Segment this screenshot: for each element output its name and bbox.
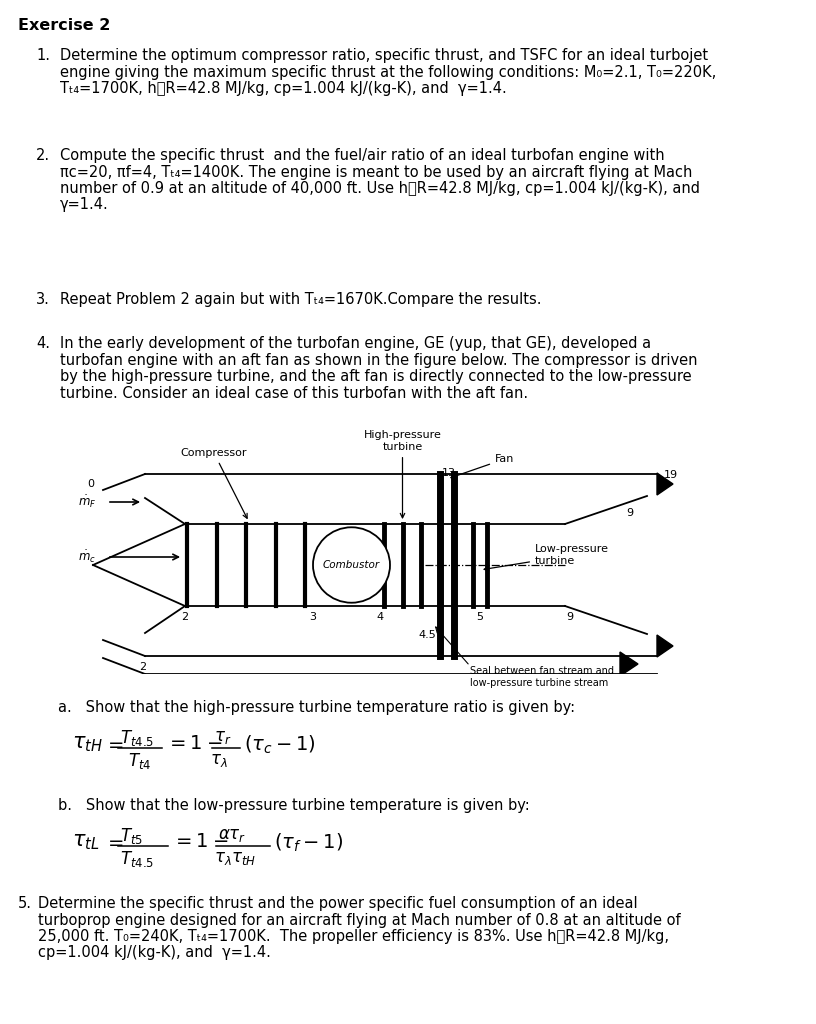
- Text: 4: 4: [376, 612, 384, 622]
- Text: turbofan engine with an aft fan as shown in the figure below. The compressor is : turbofan engine with an aft fan as shown…: [60, 352, 698, 368]
- Text: $=$: $=$: [104, 831, 124, 851]
- Text: $= 1 -$: $= 1 -$: [166, 734, 223, 753]
- Text: $\tau_\lambda\tau_{tH}$: $\tau_\lambda\tau_{tH}$: [214, 849, 256, 867]
- Polygon shape: [620, 652, 638, 676]
- Text: $\dot{m}_F$: $\dot{m}_F$: [78, 494, 96, 510]
- Text: $(\tau_c - 1)$: $(\tau_c - 1)$: [244, 734, 316, 757]
- Text: 2.: 2.: [36, 148, 50, 163]
- Ellipse shape: [313, 527, 390, 603]
- Text: 4.: 4.: [36, 336, 50, 351]
- Text: low-pressure turbine stream: low-pressure turbine stream: [470, 678, 608, 688]
- Polygon shape: [657, 635, 673, 657]
- Text: Determine the specific thrust and the power specific fuel consumption of an idea: Determine the specific thrust and the po…: [38, 896, 637, 911]
- Text: $\dot{m}_c$: $\dot{m}_c$: [78, 549, 96, 565]
- Text: 3: 3: [309, 612, 317, 622]
- Text: 3.: 3.: [36, 292, 50, 307]
- Text: 9: 9: [566, 612, 574, 622]
- Text: πc=20, πf=4, Tₜ₄=1400K. The engine is meant to be used by an aircraft flying at : πc=20, πf=4, Tₜ₄=1400K. The engine is me…: [60, 165, 692, 179]
- Text: turbine. Consider an ideal case of this turbofan with the aft fan.: turbine. Consider an ideal case of this …: [60, 385, 528, 400]
- Text: engine giving the maximum specific thrust at the following conditions: M₀=2.1, T: engine giving the maximum specific thrus…: [60, 65, 716, 80]
- Text: In the early development of the turbofan engine, GE (yup, that GE), developed a: In the early development of the turbofan…: [60, 336, 651, 351]
- Text: High-pressure
turbine: High-pressure turbine: [364, 430, 441, 518]
- Text: $= 1 -$: $= 1 -$: [172, 831, 228, 851]
- Text: 13: 13: [442, 468, 456, 478]
- Text: Compressor: Compressor: [181, 449, 247, 518]
- Text: 1.: 1.: [36, 48, 50, 63]
- Text: number of 0.9 at an altitude of 40,000 ft. Use h₝R=42.8 MJ/kg, cp=1.004 kJ/(kg-K: number of 0.9 at an altitude of 40,000 f…: [60, 181, 700, 196]
- Text: 2: 2: [181, 612, 188, 622]
- Text: cp=1.004 kJ/(kg-K), and  γ=1.4.: cp=1.004 kJ/(kg-K), and γ=1.4.: [38, 945, 271, 961]
- Text: Low-pressure
turbine: Low-pressure turbine: [484, 544, 609, 570]
- Text: 19: 19: [664, 470, 678, 480]
- Text: $\alpha\tau_r$: $\alpha\tau_r$: [218, 826, 246, 844]
- Text: a.   Show that the high-pressure turbine temperature ratio is given by:: a. Show that the high-pressure turbine t…: [58, 700, 575, 715]
- Text: by the high-pressure turbine, and the aft fan is directly connected to the low-p: by the high-pressure turbine, and the af…: [60, 369, 692, 384]
- Text: 5: 5: [477, 612, 484, 622]
- Text: Seal between fan stream and: Seal between fan stream and: [470, 666, 614, 676]
- Text: 25,000 ft. T₀=240K, Tₜ₄=1700K.  The propeller efficiency is 83%. Use h₝R=42.8 MJ: 25,000 ft. T₀=240K, Tₜ₄=1700K. The prope…: [38, 929, 669, 944]
- Text: 4.5: 4.5: [418, 630, 436, 640]
- Text: b.   Show that the low-pressure turbine temperature is given by:: b. Show that the low-pressure turbine te…: [58, 798, 530, 813]
- Text: $\tau_r$: $\tau_r$: [214, 728, 232, 746]
- Text: $T_{t4.5}$: $T_{t4.5}$: [120, 849, 154, 869]
- Text: 9: 9: [627, 508, 633, 518]
- Text: $T_{t4}$: $T_{t4}$: [128, 751, 152, 771]
- Text: $=$: $=$: [104, 734, 124, 753]
- Text: 0: 0: [87, 479, 95, 489]
- Text: Fan: Fan: [451, 454, 514, 478]
- Text: 2: 2: [140, 662, 147, 672]
- Text: $\tau_{tH}$: $\tau_{tH}$: [72, 734, 103, 754]
- Text: $\tau_{tL}$: $\tau_{tL}$: [72, 831, 100, 852]
- Text: γ=1.4.: γ=1.4.: [60, 198, 109, 213]
- Text: turboprop engine designed for an aircraft flying at Mach number of 0.8 at an alt: turboprop engine designed for an aircraf…: [38, 912, 681, 928]
- Text: Repeat Problem 2 again but with Tₜ₄=1670K.Compare the results.: Repeat Problem 2 again but with Tₜ₄=1670…: [60, 292, 542, 307]
- Polygon shape: [657, 473, 673, 495]
- Text: 5.: 5.: [18, 896, 32, 911]
- Text: Determine the optimum compressor ratio, specific thrust, and TSFC for an ideal t: Determine the optimum compressor ratio, …: [60, 48, 708, 63]
- Text: Exercise 2: Exercise 2: [18, 18, 110, 33]
- Text: $T_{t5}$: $T_{t5}$: [120, 826, 143, 846]
- Text: Combustor: Combustor: [323, 560, 380, 570]
- Text: $\tau_\lambda$: $\tau_\lambda$: [210, 751, 228, 769]
- Text: $T_{t4.5}$: $T_{t4.5}$: [120, 728, 154, 748]
- Text: Compute the specific thrust  and the fuel/air ratio of an ideal turbofan engine : Compute the specific thrust and the fuel…: [60, 148, 664, 163]
- Text: Tₜ₄=1700K, h₝R=42.8 MJ/kg, cp=1.004 kJ/(kg-K), and  γ=1.4.: Tₜ₄=1700K, h₝R=42.8 MJ/kg, cp=1.004 kJ/(…: [60, 81, 507, 96]
- Text: $(\tau_f - 1)$: $(\tau_f - 1)$: [274, 831, 343, 854]
